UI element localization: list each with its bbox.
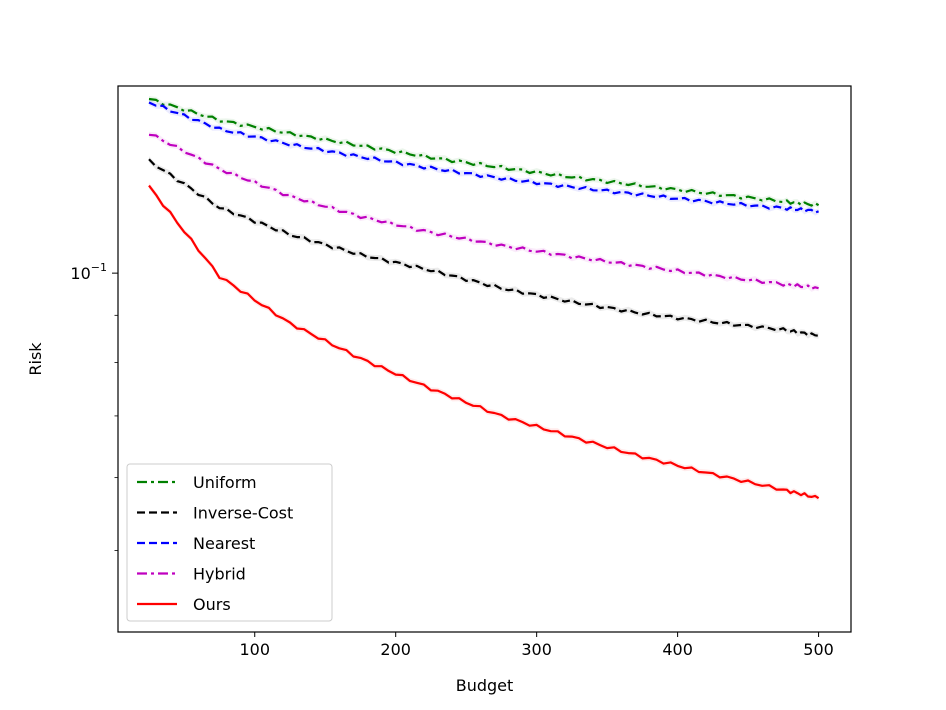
series-line-nearest <box>148 101 819 214</box>
x-tick-label-100: 100 <box>239 640 270 659</box>
x-tick-label-400: 400 <box>662 640 693 659</box>
series-line-hybrid <box>148 133 819 290</box>
y-major-tick-label: 10−1 <box>70 261 107 283</box>
x-tick-label-500: 500 <box>803 640 834 659</box>
legend-label-ours: Ours <box>193 595 231 614</box>
x-axis: 100 200 300 400 500 <box>239 632 834 659</box>
series-band-nearest <box>149 99 819 216</box>
series-group <box>148 96 820 502</box>
series-line-ours <box>148 184 820 500</box>
x-tick-label-300: 300 <box>521 640 552 659</box>
legend-label-hybrid: Hybrid <box>193 565 246 584</box>
series-line-inverse-cost <box>148 158 819 337</box>
x-axis-label: Budget <box>456 676 514 695</box>
plot-frame <box>117 85 852 633</box>
legend-label-nearest: Nearest <box>193 534 255 553</box>
legend-box <box>126 463 333 622</box>
legend-label-inverse-cost: Inverse-Cost <box>193 504 293 523</box>
legend-label-uniform: Uniform <box>193 473 257 492</box>
y-axis: 10−1 <box>70 261 118 552</box>
y-axis-label: Risk <box>26 342 45 376</box>
x-tick-label-200: 200 <box>380 640 411 659</box>
legend: Uniform Inverse-Cost Nearest Hybrid Ours <box>126 463 333 622</box>
series-line-uniform <box>148 97 820 207</box>
